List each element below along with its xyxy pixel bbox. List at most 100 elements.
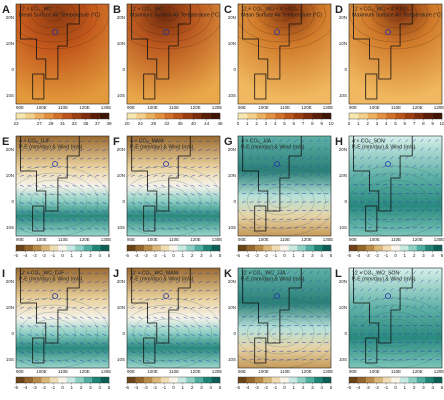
wind-arrow [190,306,195,309]
wind-arrow [324,279,328,283]
wind-arrow [205,289,210,292]
colorbar-label: 0 [394,253,397,258]
colorbar-label: 8 [422,121,425,126]
wind-arrow [153,306,158,309]
contour [19,179,87,223]
wind-arrow [427,147,431,151]
wind-arrow [271,164,275,168]
wind-arrow [168,359,173,362]
wind-arrow [168,306,173,309]
wind-arrow [360,138,364,143]
wind-arrow [27,140,32,143]
wind-arrow [102,333,107,336]
wind-arrow [64,184,69,187]
y-tick-label: 10N [339,41,347,46]
colorbar-cell [256,113,267,119]
colorbar-label: 10 [328,121,334,126]
wind-arrow [375,279,379,283]
wind-arrow [57,298,62,301]
wind-arrow [183,359,188,362]
wind-arrow [94,306,99,309]
site-marker [274,29,280,35]
wind-arrow [324,164,328,168]
x-tick-label: 130E [323,237,334,242]
y-tick-label: 10N [6,305,14,310]
colorbar-cell [404,113,415,119]
wind-arrow [205,210,210,213]
site-marker [385,161,391,167]
wind-arrow [102,193,107,196]
wind-arrow [183,298,188,301]
wind-arrow [130,193,135,196]
panel-letter: G [224,136,233,148]
wind-arrow [160,184,165,187]
contour [16,4,99,43]
colorbar-label: 1 [182,385,185,390]
wind-arrow [49,184,54,187]
wind-arrow [205,201,210,204]
wind-arrow [138,193,143,196]
colorbar-label: -3 [366,253,371,258]
site-marker [274,293,280,299]
wind-arrow [168,298,173,301]
contour [349,165,442,236]
colorbar-label: 4 [320,253,323,258]
wind-arrow [94,359,99,362]
wind-arrow [279,138,283,143]
wind-arrow [420,279,424,283]
wind-arrow [153,174,158,177]
colorbar-cell [169,245,178,251]
panel-subtitle: Mean Surface Air Temperature (°C) [241,12,322,18]
colorbar-cell [408,245,417,251]
colorbar-cell [182,113,193,119]
contour [383,325,406,341]
wind-arrow [94,149,99,151]
wind-arrow [64,201,69,204]
wind-arrow [205,333,210,336]
wind-arrow [316,173,320,177]
wind-arrow [279,305,283,309]
wind-arrow [57,272,62,275]
wind-arrow [138,201,143,204]
wind-arrow [205,157,210,160]
wind-arrow [367,156,371,160]
colorbar-label: 5 [330,385,333,390]
wind-arrow [160,227,165,230]
wind-arrow [87,272,92,275]
wind-arrow [412,164,416,168]
wind-arrow [198,140,203,143]
colorbar-label: 27 [37,121,43,126]
contour [349,304,440,362]
colorbar-cell [365,377,375,383]
colorbar-label: 1 [71,385,74,390]
wind-arrow [153,272,158,275]
wind-arrow [160,193,165,196]
wind-arrow [279,173,283,177]
contour [144,318,190,348]
wind-arrow [352,173,356,177]
colorbar-cell [238,377,247,383]
map-frame [348,3,443,105]
wind-arrow [87,140,92,143]
wind-arrow [153,184,158,187]
wind-arrow [183,140,188,143]
wind-arrow [87,166,92,169]
colorbar-cell [24,377,34,383]
wind-arrow [130,342,135,345]
wind-arrow [145,272,150,275]
wind-arrow [183,316,188,319]
wind-arrow [352,305,356,309]
wind-arrow [190,227,195,230]
wind-arrow [79,272,84,275]
colorbar-cell [246,245,256,251]
wind-arrow [27,149,32,151]
wind-arrow [145,306,150,309]
wind-arrow [294,279,298,283]
wind-arrow [279,279,283,283]
wind-arrow [49,272,54,275]
x-tick-label: 90E [349,369,357,374]
wind-arrow [427,164,431,168]
wind-arrow [405,305,409,309]
wind-arrow [49,201,54,204]
